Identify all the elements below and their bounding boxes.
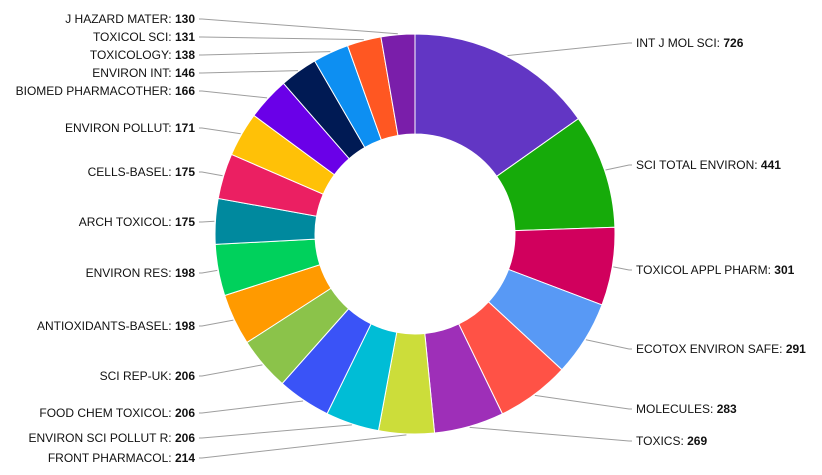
data-label-molecules: MOLECULES: 283 xyxy=(636,402,737,416)
label-value: 214 xyxy=(175,451,195,465)
label-value: 441 xyxy=(761,158,781,172)
leader-line-toxicol-sci xyxy=(199,36,364,41)
label-category: ANTIOXIDANTS-BASEL: xyxy=(37,319,175,333)
label-category: CELLS-BASEL: xyxy=(88,165,175,179)
data-label-sci-rep-uk: SCI REP-UK: 206 xyxy=(100,369,196,383)
leader-line-food-chem-toxicol xyxy=(199,400,304,414)
leader-line-molecules xyxy=(534,394,632,410)
leader-lines-group xyxy=(199,18,632,459)
label-category: FOOD CHEM TOXICOL: xyxy=(39,406,175,420)
labels-group: INT J MOL SCI: 726 SCI TOTAL ENVIRON: 441… xyxy=(16,12,807,465)
label-category: ARCH TOXICOL: xyxy=(79,215,175,229)
label-category: FRONT PHARMACOL: xyxy=(48,451,175,465)
data-label-j-hazard-mater: J HAZARD MATER: 130 xyxy=(65,12,195,26)
leader-line-int-j-mol-sci xyxy=(507,42,632,57)
data-label-toxicol-appl-pharm: TOXICOL APPL PHARM: 301 xyxy=(636,263,795,277)
data-label-environ-res: ENVIRON RES: 198 xyxy=(86,266,196,280)
label-value: 175 xyxy=(175,165,195,179)
leader-line-sci-rep-uk xyxy=(199,364,263,377)
data-label-int-j-mol-sci: INT J MOL SCI: 726 xyxy=(636,36,744,50)
data-label-ecotox-environ-safe: ECOTOX ENVIRON SAFE: 291 xyxy=(636,342,806,356)
leader-line-arch-toxicol xyxy=(199,220,215,223)
data-label-cells-basel: CELLS-BASEL: 175 xyxy=(88,165,196,179)
label-value: 206 xyxy=(175,406,195,420)
data-label-arch-toxicol: ARCH TOXICOL: 175 xyxy=(79,215,196,229)
slices-group xyxy=(214,33,616,435)
data-label-sci-total-environ: SCI TOTAL ENVIRON: 441 xyxy=(636,158,781,172)
label-value: 269 xyxy=(687,434,707,448)
label-category: INT J MOL SCI: xyxy=(636,36,723,50)
label-value: 301 xyxy=(774,263,794,277)
leader-line-environ-res xyxy=(199,269,218,274)
label-category: TOXICS: xyxy=(636,434,687,448)
label-value: 130 xyxy=(175,12,195,26)
label-category: SCI REP-UK: xyxy=(100,369,175,383)
leader-line-environ-sci-pollut-r xyxy=(199,424,352,439)
label-category: MOLECULES: xyxy=(636,402,717,416)
data-label-biomed-pharmacother: BIOMED PHARMACOTHER: 166 xyxy=(16,84,196,98)
label-category: ENVIRON POLLUT: xyxy=(65,121,175,135)
label-value: 175 xyxy=(175,215,195,229)
data-label-environ-pollut: ENVIRON POLLUT: 171 xyxy=(65,121,195,135)
label-category: TOXICOL SCI: xyxy=(93,30,175,44)
label-value: 206 xyxy=(175,369,195,383)
data-label-toxics: TOXICS: 269 xyxy=(636,434,707,448)
label-value: 283 xyxy=(717,402,737,416)
leader-line-biomed-pharmacother xyxy=(199,90,268,99)
leader-line-toxicol-appl-pharm xyxy=(613,266,632,271)
leader-line-environ-pollut xyxy=(199,127,241,135)
leader-line-toxicology xyxy=(199,51,331,56)
slice-j-hazard-mater[interactable] xyxy=(380,33,416,137)
leader-line-cells-basel xyxy=(199,171,223,177)
label-value: 198 xyxy=(175,319,195,333)
label-category: ECOTOX ENVIRON SAFE: xyxy=(636,342,786,356)
label-value: 198 xyxy=(175,266,195,280)
leader-line-j-hazard-mater xyxy=(199,18,398,35)
label-category: TOXICOL APPL PHARM: xyxy=(636,263,774,277)
label-value: 166 xyxy=(175,84,195,98)
data-label-toxicol-sci: TOXICOL SCI: 131 xyxy=(93,30,195,44)
label-value: 206 xyxy=(175,431,195,445)
data-label-food-chem-toxicol: FOOD CHEM TOXICOL: 206 xyxy=(39,406,195,420)
label-value: 138 xyxy=(175,48,195,62)
label-value: 171 xyxy=(175,121,195,135)
label-value: 291 xyxy=(786,342,806,356)
data-label-toxicology: TOXICOLOGY: 138 xyxy=(90,48,195,62)
label-category: ENVIRON INT: xyxy=(92,66,175,80)
label-category: BIOMED PHARMACOTHER: xyxy=(16,84,175,98)
label-category: J HAZARD MATER: xyxy=(65,12,175,26)
leader-line-toxics xyxy=(469,426,632,442)
label-category: ENVIRON RES: xyxy=(86,266,175,280)
leader-line-front-pharmacol xyxy=(199,434,407,459)
data-label-environ-int: ENVIRON INT: 146 xyxy=(92,66,195,80)
leader-line-sci-total-environ xyxy=(605,164,632,171)
slice-int-j-mol-sci[interactable] xyxy=(414,33,580,178)
label-value: 146 xyxy=(175,66,195,80)
leader-line-ecotox-environ-safe xyxy=(585,339,632,350)
label-category: ENVIRON SCI POLLUT R: xyxy=(28,431,174,445)
label-category: TOXICOLOGY: xyxy=(90,48,175,62)
label-value: 131 xyxy=(175,30,195,44)
label-value: 726 xyxy=(723,36,743,50)
data-label-environ-sci-pollut-r: ENVIRON SCI POLLUT R: 206 xyxy=(28,431,195,445)
label-category: SCI TOTAL ENVIRON: xyxy=(636,158,761,172)
leader-line-environ-int xyxy=(199,70,298,74)
data-label-front-pharmacol: FRONT PHARMACOL: 214 xyxy=(48,451,195,465)
data-label-antioxidants-basel: ANTIOXIDANTS-BASEL: 198 xyxy=(37,319,195,333)
leader-line-antioxidants-basel xyxy=(199,319,234,327)
